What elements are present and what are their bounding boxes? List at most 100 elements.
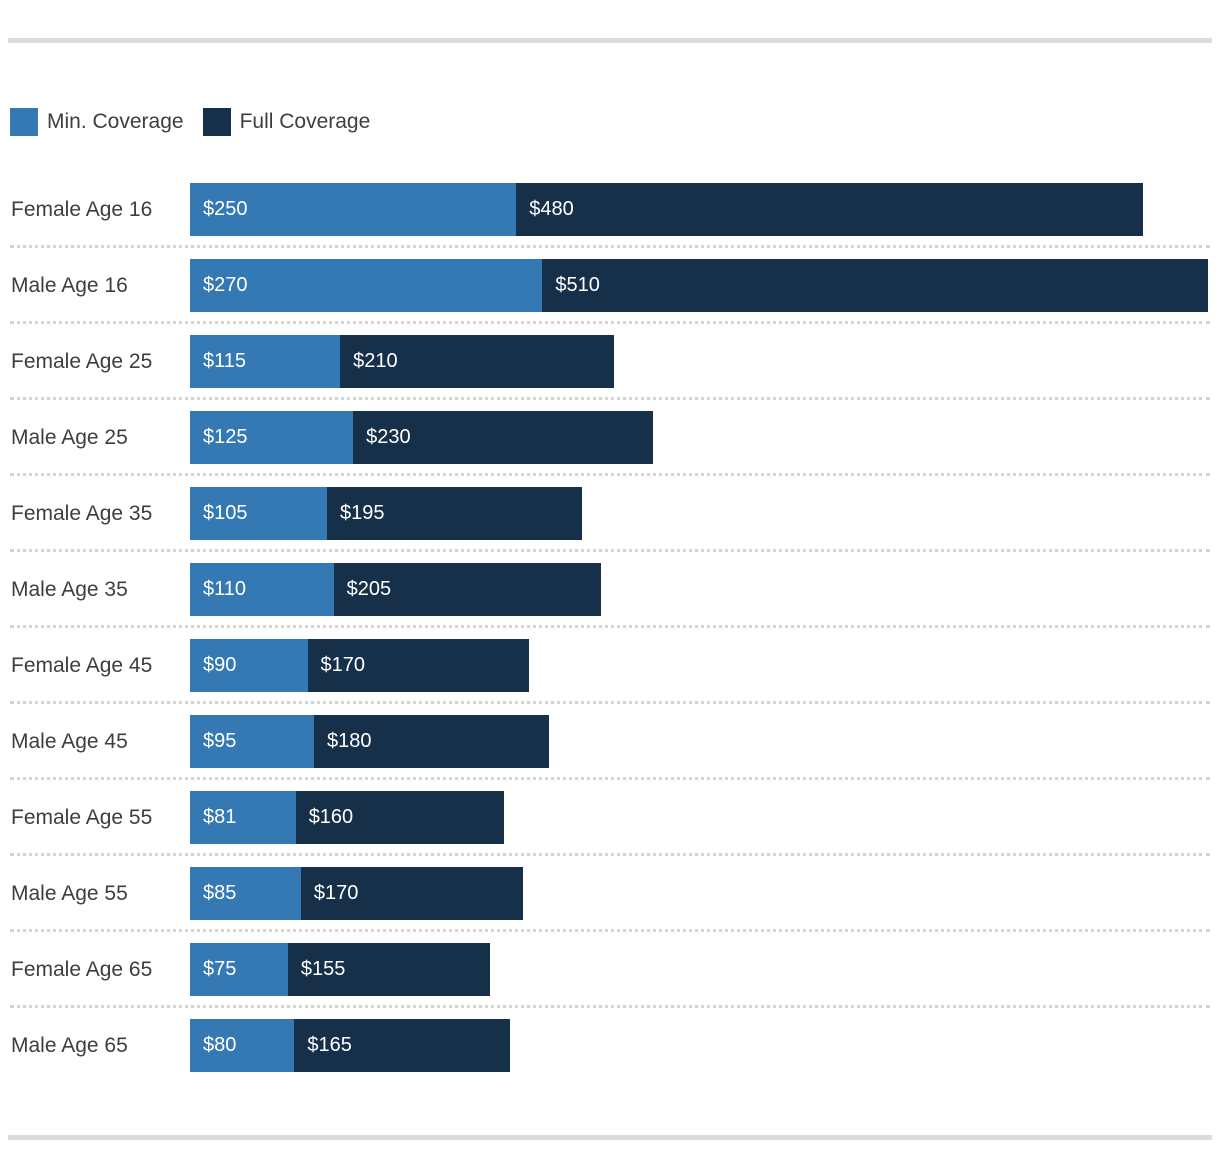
bar-value-label-full: $170 [313,882,359,904]
bar-segment-min-coverage[interactable]: $110 [190,563,334,616]
bar-value-label-min: $115 [203,350,247,372]
bar-segment-min-coverage[interactable]: $105 [190,487,327,540]
bar-segment-min-coverage[interactable]: $95 [190,715,314,768]
chart-row: Male Age 45 $95 $180 [10,715,1210,791]
bar-segment-full-coverage[interactable]: $480 [516,183,1143,236]
stacked-bar: $250 $480 [190,183,1143,236]
row-separator [10,1005,1210,1008]
row-separator [10,321,1210,324]
row-separator [10,929,1210,932]
bar-value-label-min: $270 [203,274,248,296]
row-separator [10,853,1210,856]
stacked-bar: $110 $205 [190,563,602,616]
category-label: Female Age 65 [11,957,153,981]
stacked-bar: $85 $170 [190,867,523,920]
chart-row: Male Age 25 $125 $230 [10,411,1210,487]
bottom-divider [8,1135,1212,1140]
bar-value-label-full: $205 [346,578,392,600]
bar-value-label-full: $165 [307,1034,352,1056]
legend-swatch-full-coverage [202,108,231,136]
chart-row: Male Age 55 $85 $170 [10,867,1210,943]
bar-segment-min-coverage[interactable]: $81 [190,791,296,844]
bar-value-label-full: $510 [555,274,600,296]
bar-segment-full-coverage[interactable]: $205 [333,563,602,616]
bar-segment-min-coverage[interactable]: $125 [190,411,354,464]
chart-row: Male Age 16 $270 $510 [10,259,1210,335]
bar-segment-full-coverage[interactable]: $170 [300,867,523,920]
bar-segment-full-coverage[interactable]: $160 [295,791,505,844]
bar-segment-full-coverage[interactable]: $210 [340,335,615,388]
bar-value-label-min: $95 [203,730,237,752]
bar-value-label-min: $90 [203,654,237,676]
stacked-bar: $90 $170 [190,639,530,692]
bar-segment-min-coverage[interactable]: $270 [190,259,543,312]
bar-value-label-full: $155 [300,958,346,980]
chart-row: Female Age 35 $105 $195 [10,487,1210,563]
category-label: Male Age 16 [11,273,128,297]
bar-segment-full-coverage[interactable]: $165 [294,1019,510,1072]
row-separator [10,473,1210,476]
row-separator [10,397,1210,400]
row-separator [10,245,1210,248]
bar-segment-min-coverage[interactable]: $75 [190,943,288,996]
chart-row: Female Age 55 $81 $160 [10,791,1210,867]
chart-legend: Min. Coverage Full Coverage [10,108,389,136]
stacked-bar: $270 $510 [190,259,1208,312]
bar-value-label-min: $80 [203,1034,237,1056]
bar-segment-full-coverage[interactable]: $510 [542,259,1208,312]
bar-segment-full-coverage[interactable]: $195 [327,487,582,540]
chart-row: Female Age 65 $75 $155 [10,943,1210,1019]
category-label: Female Age 55 [11,805,153,829]
bar-value-label-full: $195 [340,502,385,524]
category-label: Male Age 55 [11,881,128,905]
stacked-bar: $81 $160 [190,791,505,844]
stacked-bar: $125 $230 [190,411,654,464]
bar-segment-min-coverage[interactable]: $115 [190,335,341,388]
category-label: Female Age 16 [11,197,153,221]
bar-value-label-min: $250 [203,198,248,220]
category-label: Male Age 25 [11,425,128,449]
bar-value-label-min: $85 [203,882,237,904]
bar-value-label-min: $81 [203,806,237,828]
bar-segment-full-coverage[interactable]: $170 [307,639,530,692]
stacked-bar: $105 $195 [190,487,582,540]
chart-row: Female Age 16 $250 $480 [10,183,1210,259]
category-label: Female Age 35 [11,501,153,525]
bar-value-label-full: $230 [366,426,411,448]
bar-segment-full-coverage[interactable]: $230 [353,411,654,464]
top-divider [8,38,1212,43]
bar-segment-full-coverage[interactable]: $155 [287,943,491,996]
legend-item-min-coverage[interactable]: Min. Coverage [10,108,184,136]
chart-row: Female Age 45 $90 $170 [10,639,1210,715]
bar-segment-min-coverage[interactable]: $85 [190,867,301,920]
bar-segment-min-coverage[interactable]: $80 [190,1019,295,1072]
row-separator [10,549,1210,552]
bar-value-label-full: $480 [529,198,574,220]
stacked-bar-chart: Female Age 16 $250 $480 Male Age 16 $270… [10,183,1210,1095]
bar-segment-full-coverage[interactable]: $180 [314,715,549,768]
row-separator [10,701,1210,704]
row-separator [10,625,1210,628]
stacked-bar: $75 $155 [190,943,491,996]
category-label: Female Age 25 [11,349,153,373]
chart-row: Male Age 65 $80 $165 [10,1019,1210,1095]
bar-value-label-min: $105 [203,502,248,524]
chart-row: Female Age 25 $115 $210 [10,335,1210,411]
bar-value-label-full: $160 [308,806,354,828]
bar-value-label-full: $170 [320,654,366,676]
bar-segment-min-coverage[interactable]: $90 [190,639,308,692]
bar-value-label-full: $180 [327,730,372,752]
bar-value-label-min: $125 [203,426,248,448]
stacked-bar: $95 $180 [190,715,549,768]
category-label: Male Age 35 [11,577,128,601]
legend-label-min-coverage: Min. Coverage [47,110,184,133]
chart-row: Male Age 35 $110 $205 [10,563,1210,639]
category-label: Male Age 65 [11,1033,128,1057]
bar-segment-min-coverage[interactable]: $250 [190,183,517,236]
legend-swatch-min-coverage [10,108,38,136]
row-separator [10,777,1210,780]
stacked-bar: $80 $165 [190,1019,510,1072]
legend-item-full-coverage[interactable]: Full Coverage [202,108,370,136]
bar-value-label-min: $75 [203,958,237,980]
